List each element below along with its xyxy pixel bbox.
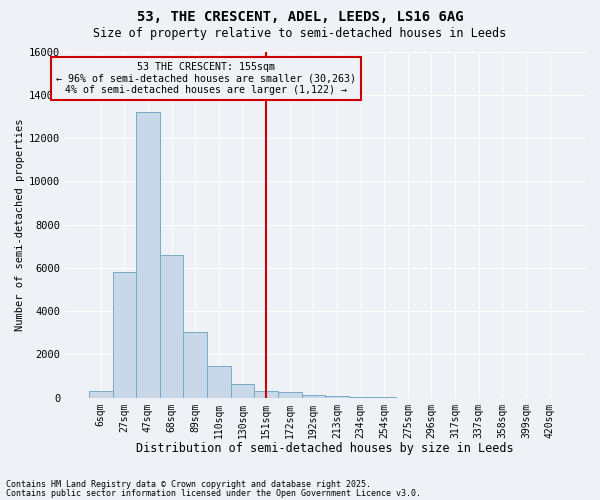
Bar <box>254 391 278 398</box>
Text: Contains public sector information licensed under the Open Government Licence v3: Contains public sector information licen… <box>6 490 421 498</box>
Bar <box>373 397 396 398</box>
Bar <box>349 396 373 398</box>
Text: 53, THE CRESCENT, ADEL, LEEDS, LS16 6AG: 53, THE CRESCENT, ADEL, LEEDS, LS16 6AG <box>137 10 463 24</box>
Text: 53 THE CRESCENT: 155sqm
← 96% of semi-detached houses are smaller (30,263)
4% of: 53 THE CRESCENT: 155sqm ← 96% of semi-de… <box>56 62 356 95</box>
Bar <box>89 391 113 398</box>
Bar <box>278 392 302 398</box>
Bar <box>136 112 160 398</box>
Bar <box>207 366 230 398</box>
Bar <box>230 384 254 398</box>
Bar <box>113 272 136 398</box>
Bar <box>302 395 325 398</box>
Text: Size of property relative to semi-detached houses in Leeds: Size of property relative to semi-detach… <box>94 28 506 40</box>
Bar <box>184 332 207 398</box>
Y-axis label: Number of semi-detached properties: Number of semi-detached properties <box>15 118 25 331</box>
X-axis label: Distribution of semi-detached houses by size in Leeds: Distribution of semi-detached houses by … <box>136 442 514 455</box>
Bar <box>325 396 349 398</box>
Text: Contains HM Land Registry data © Crown copyright and database right 2025.: Contains HM Land Registry data © Crown c… <box>6 480 371 489</box>
Bar <box>160 255 184 398</box>
